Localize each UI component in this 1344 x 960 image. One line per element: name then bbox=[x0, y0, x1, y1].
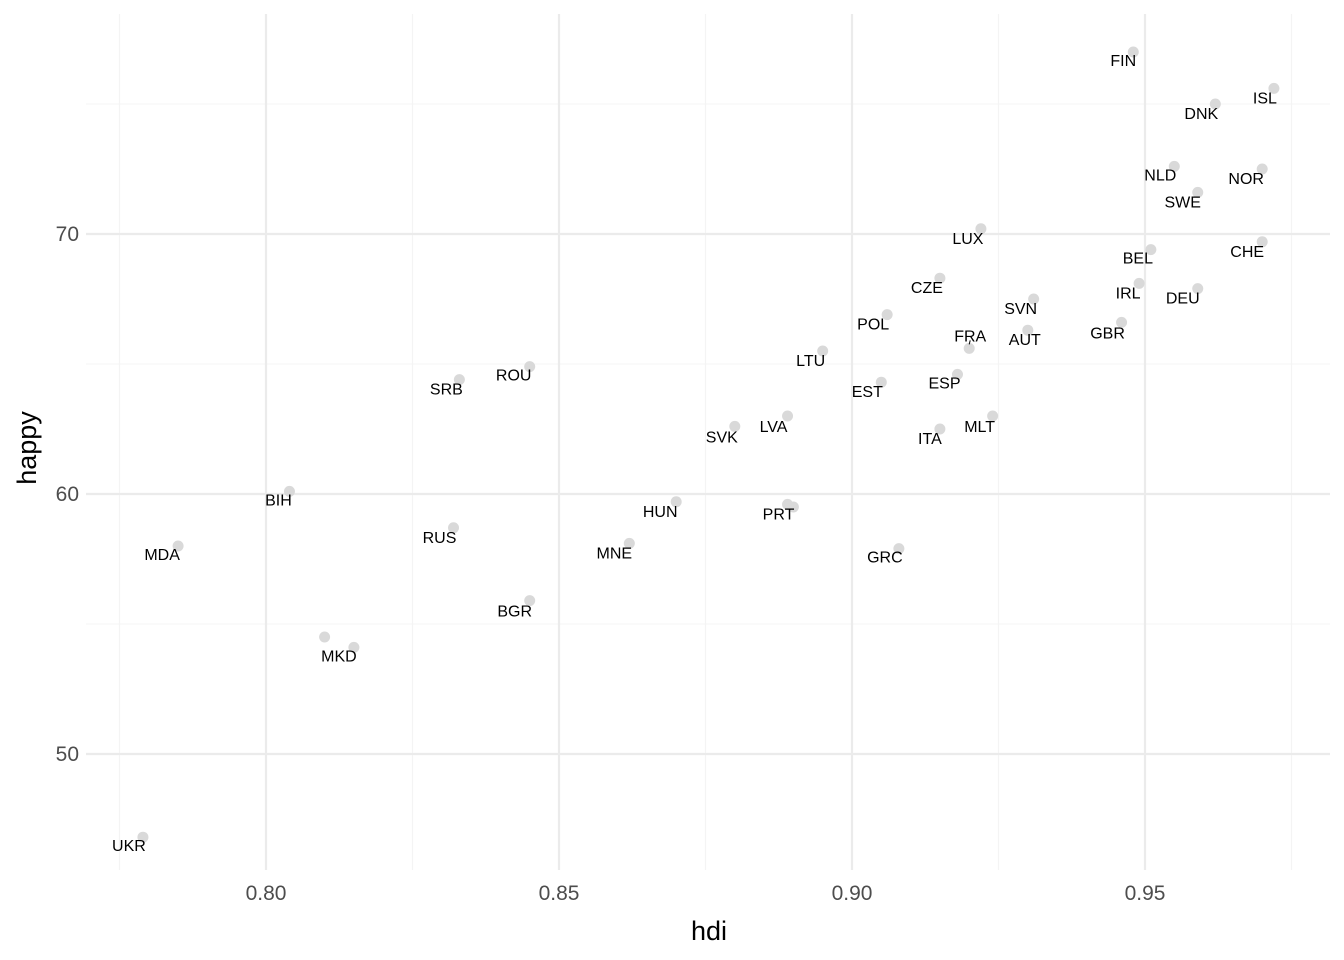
data-point bbox=[448, 522, 460, 534]
point-label: SWE bbox=[1165, 194, 1201, 211]
data-point bbox=[934, 423, 946, 435]
point-label: BIH bbox=[265, 492, 292, 509]
data-point bbox=[875, 376, 887, 388]
label-leader-line bbox=[968, 340, 971, 345]
data-point bbox=[1256, 163, 1268, 175]
point-label: MNE bbox=[597, 545, 633, 562]
point-label: PRT bbox=[763, 506, 795, 523]
x-tick-label: 0.95 bbox=[1125, 882, 1166, 905]
point-labels: FIN DNK ISL NLD NOR SWE LUX BEL CHE CZE IRL DEU SVN P… bbox=[112, 53, 1277, 855]
point-label: SVN bbox=[1004, 301, 1037, 318]
point-label: MKD bbox=[321, 648, 357, 665]
data-point bbox=[623, 537, 635, 549]
y-axis-title: happy bbox=[12, 411, 42, 485]
point-label: LTU bbox=[796, 353, 825, 370]
point-label: ESP bbox=[928, 375, 960, 392]
minor-gridlines bbox=[86, 14, 1330, 870]
y-tick-label: 70 bbox=[56, 223, 79, 246]
data-point bbox=[817, 345, 829, 357]
data-point bbox=[934, 272, 946, 284]
point-label: DNK bbox=[1184, 106, 1218, 123]
data-point bbox=[137, 831, 149, 843]
data-points bbox=[137, 46, 1280, 843]
point-label: HUN bbox=[643, 504, 678, 521]
data-point bbox=[1022, 324, 1034, 336]
point-label: LVA bbox=[760, 419, 788, 436]
x-tick-label: 0.90 bbox=[832, 882, 873, 905]
point-label: MLT bbox=[964, 419, 995, 436]
y-tick-label: 50 bbox=[56, 743, 79, 766]
data-point bbox=[319, 631, 331, 643]
point-label: GBR bbox=[1090, 325, 1125, 342]
data-point bbox=[670, 496, 682, 508]
y-axis-tick-labels: 50 60 70 bbox=[56, 223, 79, 766]
point-label: AUT bbox=[1009, 332, 1041, 349]
data-point bbox=[787, 501, 799, 513]
data-point bbox=[524, 361, 536, 373]
data-point bbox=[348, 641, 360, 653]
point-label: SVK bbox=[706, 429, 738, 446]
x-axis-title: hdi bbox=[691, 916, 727, 946]
point-label: LUX bbox=[952, 231, 983, 248]
data-point bbox=[453, 374, 465, 386]
point-label: SRB bbox=[430, 382, 463, 399]
x-tick-label: 0.80 bbox=[246, 882, 287, 905]
point-label: POL bbox=[857, 317, 889, 334]
point-label: FIN bbox=[1110, 53, 1136, 70]
point-label: IRL bbox=[1116, 285, 1141, 302]
point-label: FRA bbox=[954, 328, 986, 345]
point-label: ROU bbox=[496, 368, 532, 385]
point-label: CZE bbox=[911, 280, 943, 297]
point-label: UKR bbox=[112, 838, 146, 855]
point-label: DEU bbox=[1166, 291, 1200, 308]
data-point bbox=[1127, 46, 1139, 58]
data-point bbox=[1192, 283, 1204, 295]
x-tick-label: 0.85 bbox=[539, 882, 580, 905]
data-point bbox=[987, 410, 999, 422]
data-point bbox=[283, 485, 295, 497]
data-point bbox=[1168, 160, 1180, 172]
data-point bbox=[1209, 98, 1221, 110]
data-point bbox=[1256, 236, 1268, 248]
data-point bbox=[1145, 244, 1157, 256]
point-label: NLD bbox=[1144, 167, 1176, 184]
data-point bbox=[1028, 293, 1040, 305]
point-label: ITA bbox=[918, 431, 942, 448]
data-point bbox=[729, 420, 741, 432]
y-tick-label: 60 bbox=[56, 483, 79, 506]
data-point bbox=[172, 540, 184, 552]
data-point bbox=[1268, 82, 1280, 94]
data-point bbox=[1133, 277, 1145, 289]
point-label: BGR bbox=[497, 604, 532, 621]
point-label: BEL bbox=[1123, 251, 1153, 268]
x-axis-tick-labels: 0.80 0.85 0.90 0.95 bbox=[246, 882, 1166, 905]
data-point bbox=[951, 368, 963, 380]
point-label: NOR bbox=[1228, 171, 1264, 188]
data-point bbox=[975, 223, 987, 235]
data-point bbox=[893, 543, 905, 555]
point-label: MDA bbox=[144, 547, 180, 564]
point-label: CHE bbox=[1230, 244, 1264, 261]
data-point bbox=[1116, 316, 1128, 328]
data-point bbox=[782, 410, 794, 422]
point-label: ISL bbox=[1253, 90, 1277, 107]
data-point bbox=[524, 595, 536, 607]
point-label: RUS bbox=[423, 530, 457, 547]
data-point bbox=[1192, 186, 1204, 198]
point-label: EST bbox=[852, 384, 883, 401]
point-label: GRC bbox=[867, 550, 903, 567]
data-point bbox=[963, 342, 975, 354]
data-point bbox=[881, 309, 893, 321]
